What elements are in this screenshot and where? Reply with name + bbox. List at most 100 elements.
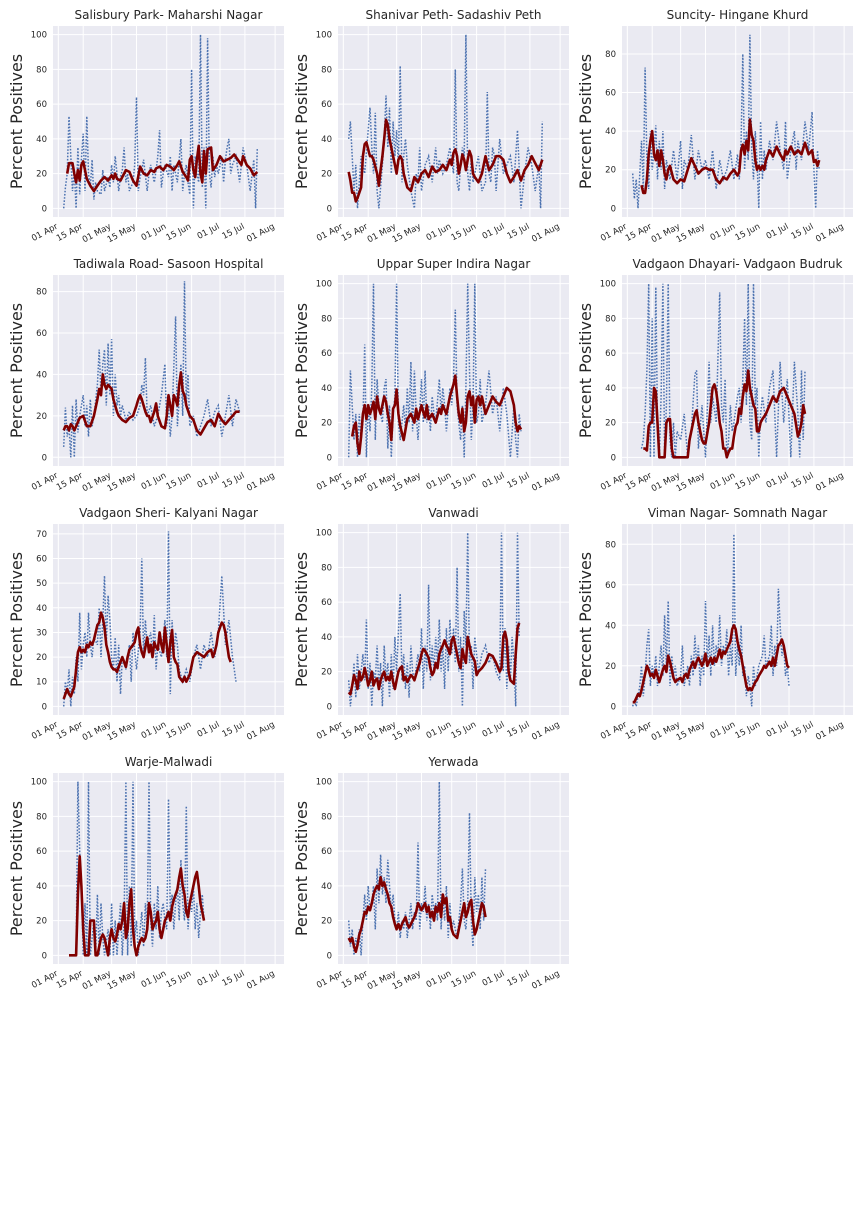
- y-tick-label: 30: [36, 628, 47, 638]
- y-tick-label: 20: [36, 170, 47, 180]
- y-axis-label: Percent Positives: [7, 801, 26, 936]
- y-tick-label: 40: [36, 370, 47, 380]
- y-axis-label: Percent Positives: [576, 54, 595, 189]
- y-tick-label: 100: [316, 778, 332, 788]
- y-tick-label: 100: [316, 529, 332, 539]
- y-tick-label: 80: [605, 540, 616, 550]
- y-tick-label: 40: [321, 135, 332, 145]
- y-tick-label: 60: [321, 349, 332, 359]
- y-tick-label: 40: [321, 384, 332, 394]
- series-line-moving-average: [65, 144, 259, 193]
- subplot-title: Yerwada: [427, 755, 478, 769]
- y-tick-label: 100: [600, 280, 616, 290]
- y-axis-label: Percent Positives: [7, 303, 26, 438]
- y-tick-label: 0: [327, 951, 332, 961]
- series-line-moving-average: [347, 875, 487, 954]
- series-line-moving-average: [347, 118, 544, 203]
- y-tick-label: 60: [36, 847, 47, 857]
- y-tick-label: 0: [611, 453, 616, 463]
- y-tick-label: 80: [321, 563, 332, 573]
- plot-area: [622, 524, 853, 715]
- y-tick-label: 60: [36, 555, 47, 565]
- y-tick-label: 10: [36, 678, 47, 688]
- y-tick-label: 20: [605, 419, 616, 429]
- y-tick-label: 20: [605, 166, 616, 176]
- y-tick-label: 80: [321, 812, 332, 822]
- y-axis-label: Percent Positives: [7, 552, 26, 687]
- y-tick-label: 20: [36, 653, 47, 663]
- y-tick-label: 60: [605, 349, 616, 359]
- series-line-daily: [347, 283, 522, 458]
- y-tick-label: 100: [316, 31, 332, 41]
- y-tick-label: 80: [321, 65, 332, 75]
- series-line-moving-average: [69, 854, 206, 957]
- y-tick-label: 80: [605, 314, 616, 324]
- y-tick-label: 20: [321, 917, 332, 927]
- y-axis-label: Percent Positives: [292, 303, 311, 438]
- y-tick-label: 0: [327, 702, 332, 712]
- series-line-daily: [62, 281, 241, 458]
- y-tick-label: 60: [36, 329, 47, 339]
- y-tick-label: 80: [605, 50, 616, 60]
- y-tick-label: 0: [327, 453, 332, 463]
- plot-area: [622, 26, 853, 217]
- y-tick-label: 80: [36, 812, 47, 822]
- series-line-moving-average: [62, 611, 232, 700]
- y-tick-label: 0: [42, 453, 47, 463]
- y-tick-label: 60: [321, 598, 332, 608]
- y-tick-label: 40: [321, 882, 332, 892]
- y-tick-label: 40: [36, 882, 47, 892]
- y-axis-label: Percent Positives: [576, 303, 595, 438]
- subplot-title: Warje-Malwadi: [125, 755, 213, 769]
- y-tick-label: 0: [42, 951, 47, 961]
- y-tick-label: 40: [605, 384, 616, 394]
- subplot-title: Salisbury Park- Maharshi Nagar: [75, 8, 263, 22]
- y-tick-label: 20: [321, 419, 332, 429]
- y-tick-label: 60: [36, 100, 47, 110]
- y-tick-label: 20: [605, 662, 616, 672]
- y-tick-label: 0: [42, 204, 47, 214]
- y-tick-label: 50: [36, 579, 47, 589]
- y-tick-label: 60: [321, 847, 332, 857]
- plot-area: [53, 275, 284, 466]
- subplot-title: Tadiwala Road- Sasoon Hospital: [73, 257, 264, 271]
- y-tick-label: 40: [605, 621, 616, 631]
- y-tick-label: 20: [321, 170, 332, 180]
- y-tick-label: 20: [321, 668, 332, 678]
- y-tick-label: 40: [321, 633, 332, 643]
- y-tick-label: 20: [36, 412, 47, 422]
- y-tick-label: 40: [605, 127, 616, 137]
- series-line-moving-average: [347, 622, 521, 696]
- y-tick-label: 40: [36, 604, 47, 614]
- subplot-title: Shanivar Peth- Sadashiv Peth: [366, 8, 542, 22]
- subplot-title: Uppar Super Indira Nagar: [377, 257, 531, 271]
- y-tick-label: 100: [316, 280, 332, 290]
- y-tick-label: 0: [42, 702, 47, 712]
- series-line-daily: [640, 283, 806, 458]
- series-line-moving-average: [62, 371, 240, 436]
- y-tick-label: 80: [36, 65, 47, 75]
- y-tick-label: 0: [327, 204, 332, 214]
- series-line-moving-average: [632, 623, 790, 704]
- subplot-title: Suncity- Hingane Khurd: [667, 8, 809, 22]
- y-tick-label: 0: [611, 204, 616, 214]
- series-line-daily: [62, 531, 237, 707]
- y-tick-label: 60: [605, 581, 616, 591]
- y-tick-label: 80: [36, 288, 47, 298]
- plot-area: [53, 524, 284, 715]
- y-tick-label: 70: [36, 530, 47, 540]
- y-tick-label: 40: [36, 135, 47, 145]
- plot-area: [53, 773, 284, 964]
- y-tick-label: 100: [31, 31, 47, 41]
- y-axis-label: Percent Positives: [292, 801, 311, 936]
